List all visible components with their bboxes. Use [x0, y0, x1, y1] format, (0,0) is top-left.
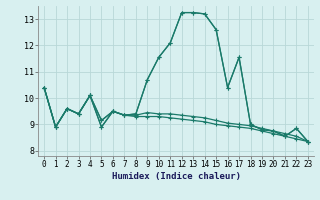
X-axis label: Humidex (Indice chaleur): Humidex (Indice chaleur)	[111, 172, 241, 181]
